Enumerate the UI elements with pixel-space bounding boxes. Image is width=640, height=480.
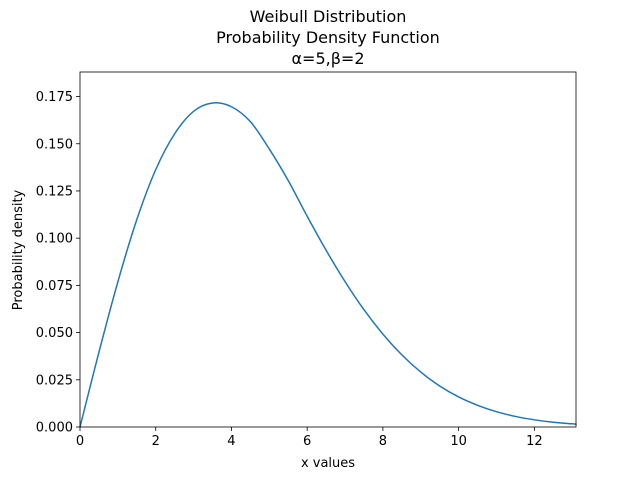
axes-frame [79, 71, 577, 428]
y-tick-label: 0.150 [36, 137, 73, 152]
y-tick-label: 0.050 [36, 326, 73, 341]
x-tick-label: 10 [450, 434, 467, 449]
y-axis-label: Probability density [11, 189, 26, 310]
x-tick-label: 12 [526, 434, 543, 449]
x-tick-label: 2 [152, 434, 160, 449]
series-line-0 [79, 102, 577, 428]
y-tick-label: 0.175 [36, 90, 73, 105]
y-tick-label: 0.075 [36, 279, 73, 294]
chart-title-line-2: Probability Density Function [216, 28, 440, 47]
chart-title-line-1: Weibull Distribution [250, 7, 407, 26]
y-tick-label: 0.025 [36, 373, 73, 388]
chart-title-line-3: α=5,β=2 [291, 49, 364, 68]
x-axis-label: x values [301, 456, 355, 471]
y-tick-label: 0.125 [36, 184, 73, 199]
x-tick-label: 0 [76, 434, 84, 449]
x-tick-label: 8 [379, 434, 387, 449]
x-tick-label: 4 [227, 434, 235, 449]
plot-area: 0 2 4 6 8 10 12 0.000 0.025 0.050 0.075 0.100 0.125 0… [36, 71, 577, 449]
y-tick-label: 0.100 [36, 232, 73, 247]
y-tick-label: 0.000 [36, 421, 73, 436]
x-tick-label: 6 [303, 434, 311, 449]
